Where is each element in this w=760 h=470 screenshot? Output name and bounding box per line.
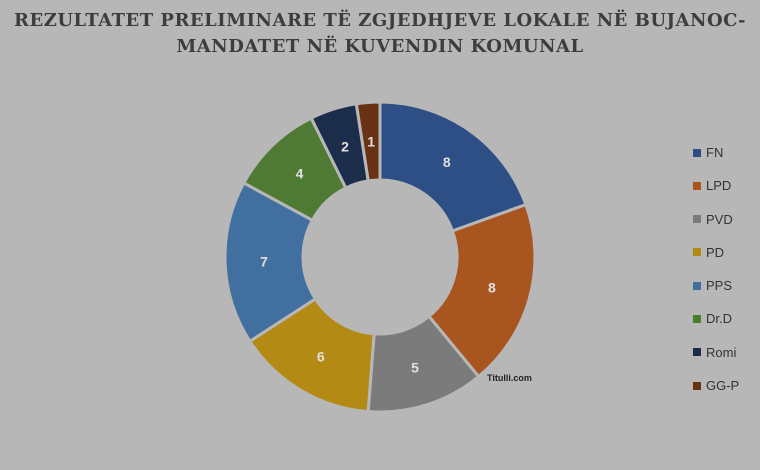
chart-title: REZULTATET PRELIMINARE TË ZGJEDHJEVE LOK… [0, 8, 760, 60]
legend-swatch [693, 148, 701, 157]
donut-slice-gg-p [354, 100, 382, 183]
legend-swatch [693, 181, 701, 190]
legend-label: FN [706, 145, 724, 160]
legend-label: PPS [706, 278, 733, 294]
legend-swatch [693, 381, 701, 390]
watermark: Titulli.com [487, 373, 532, 383]
data-label-gg-p: 1 [367, 133, 375, 149]
legend-swatch [693, 215, 701, 224]
legend-item-dr-d: Dr.D [693, 311, 739, 326]
donut-slice-pps [223, 180, 318, 344]
legend-item-pps: PPS [693, 278, 739, 293]
legend-swatch [693, 314, 701, 323]
data-label-pvd: 5 [411, 360, 419, 376]
data-label-fn: 8 [443, 154, 451, 170]
legend-label: Dr.D [706, 311, 732, 327]
data-label-pd: 6 [317, 349, 325, 365]
legend-item-gg-p: GG-P [693, 378, 739, 393]
chart-title-line-2: MANDATET NË KUVENDIN KOMUNAL [176, 36, 584, 57]
legend-swatch [693, 248, 701, 257]
data-label-pps: 7 [260, 253, 268, 269]
chart-title-line-1: REZULTATET PRELIMINARE TË ZGJEDHJEVE LOK… [14, 10, 746, 31]
legend-item-fn: FN [693, 145, 739, 160]
legend-label: PD [706, 244, 725, 260]
legend-item-romi: Romi [693, 345, 739, 360]
donut-slice-lpd [426, 202, 537, 379]
chart-legend: FN LPD PVD PD PPS Dr.D Romi GG-P [693, 145, 739, 411]
donut-slice-fn [378, 100, 528, 233]
legend-swatch [693, 281, 701, 290]
legend-item-lpd: LPD [693, 178, 739, 193]
legend-item-pvd: PVD [693, 212, 739, 227]
legend-label: PVD [706, 211, 733, 227]
legend-label: LPD [706, 178, 732, 194]
legend-swatch [693, 348, 701, 357]
data-label-lpd: 8 [488, 280, 496, 296]
legend-label: Romi [706, 344, 737, 360]
legend-label: GG-P [706, 378, 740, 394]
legend-item-pd: PD [693, 245, 739, 260]
data-label-dr-d: 4 [296, 165, 304, 181]
data-label-romi: 2 [341, 138, 349, 154]
